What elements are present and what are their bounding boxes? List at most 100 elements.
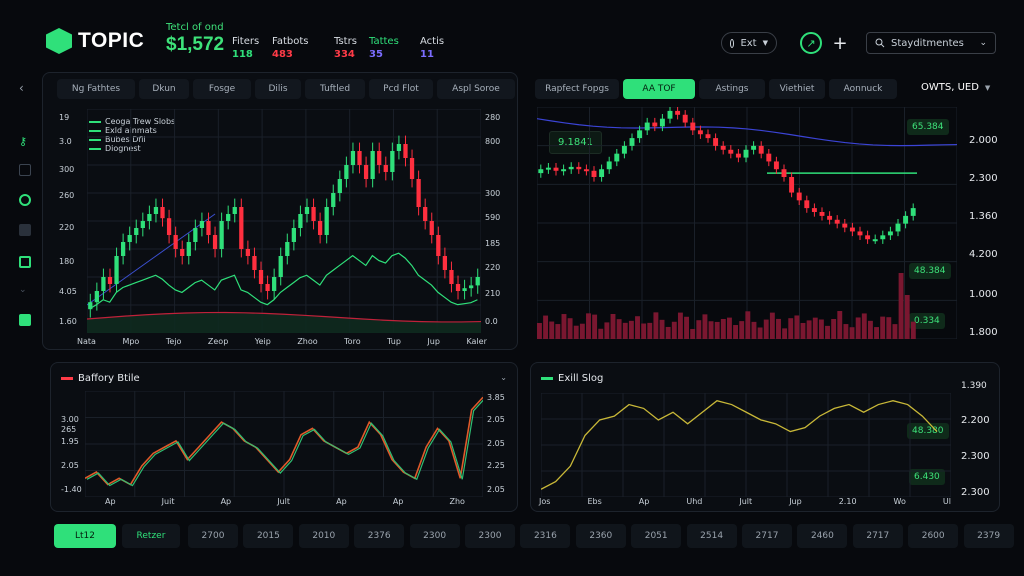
logo[interactable]: TOPIC	[46, 28, 144, 54]
search-input[interactable]: Stayditmentes ⌄	[866, 32, 996, 54]
plus-icon[interactable]: +	[832, 32, 848, 54]
candle	[842, 223, 848, 228]
target-icon[interactable]	[19, 194, 31, 206]
exit-chart-panel: Exill Slog 48.380 6.430 1.390 2.200 2.30…	[530, 362, 1000, 512]
doc-icon[interactable]	[19, 256, 31, 268]
volume-bar	[579, 323, 585, 339]
timeline-item[interactable]: 2360	[575, 524, 626, 548]
timeline-item[interactable]: 2717	[852, 524, 903, 548]
volume-bar	[592, 314, 598, 339]
x-tick: Zeop	[207, 337, 229, 346]
timeline-item[interactable]: 2717	[742, 524, 792, 548]
legend-swatch	[89, 147, 101, 150]
home-icon[interactable]	[19, 164, 31, 176]
chart-title: Baffory Btile	[61, 373, 140, 384]
candle	[849, 227, 855, 232]
y-tick-right: 2.300	[969, 173, 998, 184]
candle	[206, 221, 211, 235]
x-tick: Yeip	[254, 337, 271, 346]
volume-bar	[702, 314, 708, 339]
timeline-item[interactable]: 2015	[243, 524, 294, 548]
legend-swatch	[89, 138, 101, 141]
legend-item: Ceoga Trew Slobs	[89, 117, 175, 126]
y-tick-right: 2.300	[961, 451, 990, 462]
tab-active[interactable]: AA TOF	[623, 79, 695, 99]
volume-bar	[812, 317, 818, 339]
timeline-active-button[interactable]: Lt12	[54, 524, 116, 548]
candle	[252, 256, 257, 270]
timeline-item[interactable]: 2460	[797, 524, 848, 548]
tab-2[interactable]: Dkun	[139, 79, 189, 99]
timeframe-dropdown[interactable]: OWTS, UED ▼	[921, 82, 990, 93]
volume-bar	[555, 324, 561, 339]
calendar-icon[interactable]	[19, 314, 31, 326]
candle	[304, 207, 310, 214]
candle	[553, 167, 559, 171]
x-tick: Toro	[344, 337, 361, 346]
key-icon[interactable]: ⚷	[19, 135, 28, 148]
timeline-item[interactable]: 2316	[520, 524, 571, 548]
volume-bar	[573, 325, 579, 339]
volume-bar	[739, 321, 745, 339]
timeline-item[interactable]: 2051	[631, 524, 682, 548]
volume-bar	[898, 273, 904, 339]
candle	[107, 277, 113, 284]
stat-tstrs: Tstrs 334	[334, 35, 357, 61]
timeline-item[interactable]: 2010	[298, 524, 349, 548]
candle	[127, 235, 132, 242]
tab-4[interactable]: Dilis	[255, 79, 301, 99]
y-tick-right: 1.000	[969, 289, 998, 300]
chevron-down-icon: ▼	[984, 83, 991, 92]
volume-bar	[800, 322, 806, 339]
volume-bar	[843, 324, 849, 339]
tab-5[interactable]: Tuftled	[305, 79, 365, 99]
y-tick: 3.0	[59, 137, 72, 146]
candle	[265, 284, 270, 291]
x-tick: Tejo	[165, 337, 182, 346]
candle	[94, 291, 99, 303]
candle	[291, 228, 296, 242]
y-tick-right: 280	[485, 113, 501, 122]
x-tick: 2.10	[838, 497, 857, 506]
volume-bar	[757, 327, 763, 339]
timeline-item[interactable]: 2514	[686, 524, 737, 548]
timeline-return-button[interactable]: Retzer	[122, 524, 180, 548]
volume-bar	[561, 314, 567, 339]
volume-bar	[763, 319, 769, 339]
timeline-item[interactable]: 2376	[354, 524, 405, 548]
y-tick-right: 4.200	[969, 249, 998, 260]
candle	[773, 161, 779, 170]
price-badge: 0.334	[909, 313, 945, 329]
y-tick-right: 1.390	[961, 381, 987, 391]
tab-1[interactable]: Rapfect Fopgs	[535, 79, 619, 99]
timeline-item[interactable]: 2600	[908, 524, 959, 548]
tab-4[interactable]: Viethiet	[769, 79, 825, 99]
timeline-item[interactable]: 2700	[188, 524, 238, 548]
tab-6[interactable]: Pcd Flot	[369, 79, 433, 99]
tab-3[interactable]: Astings	[699, 79, 765, 99]
chevron-down-icon[interactable]: ⌄	[19, 285, 27, 295]
lightning-icon[interactable]: ↗	[800, 32, 822, 54]
candle	[383, 165, 388, 172]
chevron-down-icon[interactable]: ⌄	[500, 373, 507, 382]
legend-swatch	[541, 377, 553, 380]
tab-7[interactable]: Aspl Soroe	[437, 79, 515, 99]
tab-1[interactable]: Ng Fathtes	[57, 79, 135, 99]
volume-bar	[825, 325, 830, 339]
timeline-item[interactable]: 2300	[465, 524, 515, 548]
timeline-item[interactable]: 2379	[963, 524, 1014, 548]
chart-title: Exill Slog	[541, 373, 603, 384]
exchange-dropdown-label: Ext	[740, 37, 757, 49]
candlestick-chart	[87, 109, 481, 333]
exchange-dropdown[interactable]: Ext ▼	[721, 32, 777, 54]
y-tick-right: 2.000	[969, 135, 998, 146]
average-line	[537, 118, 957, 147]
candle	[637, 130, 643, 139]
candle	[442, 256, 448, 270]
box-icon[interactable]	[19, 224, 31, 236]
y-tick-right: 2.05	[487, 439, 505, 448]
tab-3[interactable]: Fosge	[193, 79, 251, 99]
timeline-item[interactable]: 2300	[409, 524, 460, 548]
chevron-left-icon[interactable]: ‹	[19, 81, 24, 95]
tab-5[interactable]: Aonnuck	[829, 79, 897, 99]
